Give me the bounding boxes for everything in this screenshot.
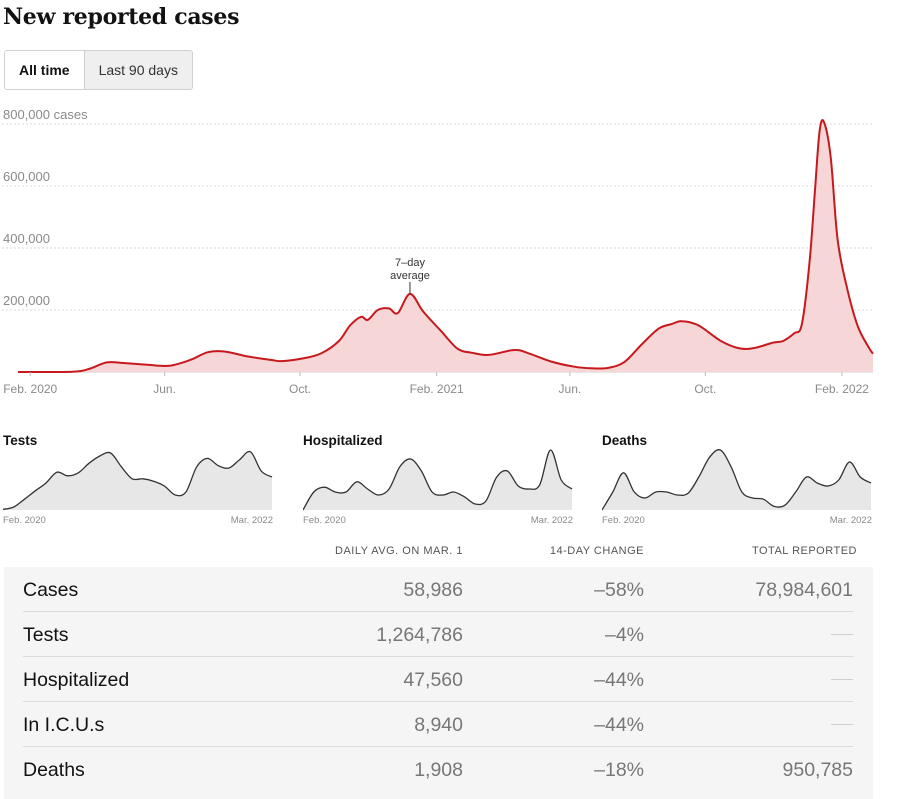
row-label: Tests xyxy=(23,624,69,646)
table-row: Hospitalized 47,560 –44% xyxy=(23,657,853,702)
row-divider xyxy=(23,656,853,657)
page-title: New reported cases xyxy=(3,4,240,30)
x-tick-label: Feb. 2021 xyxy=(410,382,464,396)
row-divider xyxy=(23,746,853,747)
daily-avg-value: 8,940 xyxy=(414,714,463,736)
deaths-mini-chart: Deaths Feb. 2020 Mar. 2022 xyxy=(602,430,877,530)
x-tick-label: Feb. 2020 xyxy=(602,515,645,526)
x-tick-label: Feb. 2020 xyxy=(3,382,57,396)
x-tick-label: Oct. xyxy=(694,382,716,396)
sparkline-area xyxy=(3,451,272,510)
change-value: –4% xyxy=(604,624,644,646)
daily-avg-value: 58,986 xyxy=(403,579,463,601)
time-range-toggle: All time Last 90 days xyxy=(4,50,193,90)
change-value: –58% xyxy=(594,579,644,601)
y-tick-label: 400,000 xyxy=(3,231,50,246)
change-value: –44% xyxy=(594,669,644,691)
change-value: –44% xyxy=(594,714,644,736)
hospitalized-mini-chart: Hospitalized Feb. 2020 Mar. 2022 xyxy=(303,430,578,530)
hospitalized-title: Hospitalized xyxy=(303,433,383,448)
col-header-14-day-change: 14-DAY CHANGE xyxy=(549,545,644,557)
sparkline-area xyxy=(303,449,572,510)
daily-avg-value: 1,264,786 xyxy=(376,624,463,646)
x-tick-label: Feb. 2020 xyxy=(303,515,346,526)
x-tick-label: Oct. xyxy=(289,382,311,396)
deaths-title: Deaths xyxy=(602,433,648,448)
table-row: Cases 58,986 –58% 78,984,601 xyxy=(23,567,853,612)
annotation-text: 7–day xyxy=(395,257,425,269)
annotation-text: average xyxy=(390,270,430,282)
x-tick-label: Feb. 2022 xyxy=(815,382,869,396)
all-time-button[interactable]: All time xyxy=(5,51,84,89)
cases-area xyxy=(18,120,873,372)
sparkline-line xyxy=(602,449,872,511)
sparkline-line xyxy=(303,449,573,511)
x-tick-label: Mar. 2022 xyxy=(231,515,273,526)
tests-title: Tests xyxy=(3,433,38,448)
daily-avg-value: 1,908 xyxy=(414,759,463,781)
row-divider xyxy=(23,701,853,702)
x-tick-label: Feb. 2020 xyxy=(3,515,46,526)
sparkline-area xyxy=(602,449,871,510)
hospitalized-sparkline: Feb. 2020 Mar. 2022 xyxy=(303,449,573,526)
row-label: Hospitalized xyxy=(23,669,130,691)
tests-sparkline: Feb. 2020 Mar. 2022 xyxy=(3,450,273,526)
cases-chart: 800,000 cases 600,000 400,000 200,000 Feb. 2… xyxy=(2,107,874,396)
y-tick-label: 800,000 cases xyxy=(3,107,88,122)
x-tick-label: Mar. 2022 xyxy=(830,515,872,526)
x-tick-label: Jun. xyxy=(559,382,582,396)
col-header-total-reported: TOTAL REPORTED xyxy=(751,545,857,557)
change-value: –18% xyxy=(594,759,644,781)
row-label: In I.C.U.s xyxy=(23,714,105,736)
cases-line xyxy=(17,119,874,373)
row-label: Deaths xyxy=(23,759,85,781)
y-tick-label: 200,000 xyxy=(3,293,50,308)
tests-mini-chart: Tests Feb. 2020 Mar. 2022 xyxy=(3,430,278,530)
last-90-days-button[interactable]: Last 90 days xyxy=(83,51,192,89)
y-tick-label: 600,000 xyxy=(3,169,50,184)
total-value: 78,984,601 xyxy=(755,579,853,601)
table-row: Tests 1,264,786 –4% xyxy=(23,612,853,657)
table-row: In I.C.U.s 8,940 –44% xyxy=(23,702,853,747)
row-divider xyxy=(23,611,853,612)
x-tick-label: Jun. xyxy=(153,382,176,396)
stats-table: Cases 58,986 –58% 78,984,601 Tests 1,264… xyxy=(4,567,873,799)
total-value: 950,785 xyxy=(782,759,854,781)
no-total-dash xyxy=(831,634,853,635)
no-total-dash xyxy=(831,679,853,680)
col-header-daily-avg: DAILY AVG. ON MAR. 1 xyxy=(335,545,463,557)
sparkline-line xyxy=(3,450,273,511)
deaths-sparkline: Feb. 2020 Mar. 2022 xyxy=(602,449,872,526)
x-tick-label: Mar. 2022 xyxy=(531,515,573,526)
daily-avg-value: 47,560 xyxy=(403,669,463,691)
table-row: Deaths 1,908 –18% 950,785 xyxy=(23,747,853,792)
row-label: Cases xyxy=(23,579,79,601)
no-total-dash xyxy=(831,724,853,725)
